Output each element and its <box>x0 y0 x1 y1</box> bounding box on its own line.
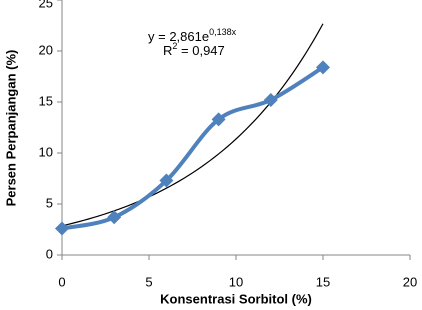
equation: y = 2,861e <box>148 29 209 44</box>
y-axis-label: Persen Perpanjangan (%) <box>3 50 18 207</box>
trend-equation: y = 2,861e0,138x <box>148 27 237 44</box>
x-tick-label: 0 <box>58 274 65 289</box>
marker <box>159 173 174 188</box>
x-tick-label: 15 <box>316 274 330 289</box>
x-tick-label: 10 <box>229 274 243 289</box>
y-tick-label: 20 <box>39 42 53 57</box>
y-tick-label: 15 <box>39 93 53 108</box>
marker <box>107 210 122 225</box>
trendline <box>61 23 324 227</box>
equation-exponent: 0,138x <box>209 27 237 37</box>
r-squared: R2 = 0,947 <box>163 41 225 58</box>
x-axis-label: Konsentrasi Sorbitol (%) <box>160 291 312 306</box>
x-tick-label: 5 <box>145 274 152 289</box>
r-label: R <box>163 43 172 58</box>
marker <box>55 221 69 236</box>
marker <box>211 112 226 127</box>
series-line <box>61 65 325 231</box>
r-power: 2 <box>172 41 177 51</box>
y-tick-label: 25 <box>39 0 53 10</box>
y-tick-label: 10 <box>39 144 53 159</box>
y-tick-label: 5 <box>46 195 53 210</box>
marker <box>263 92 278 107</box>
y-tick-label: 0 <box>46 246 53 261</box>
r-value: = 0,947 <box>177 43 224 58</box>
x-tick-label: 20 <box>403 274 417 289</box>
marker <box>316 60 330 75</box>
